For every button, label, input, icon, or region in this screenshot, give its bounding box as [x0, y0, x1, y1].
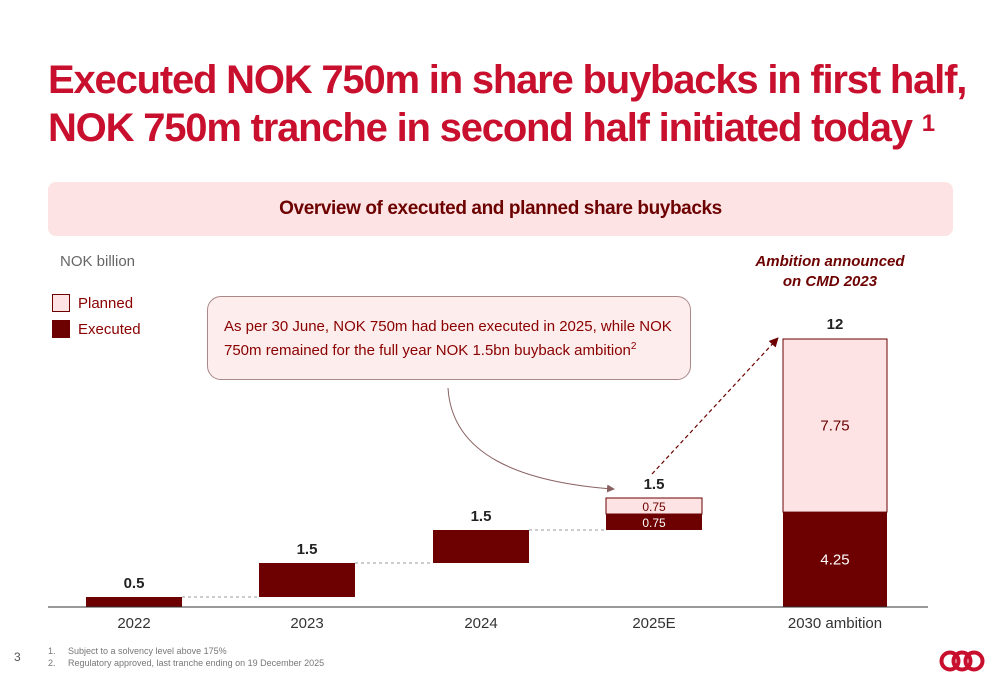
- x-tick-label-0: 2022: [117, 615, 150, 632]
- legend-executed: Executed: [52, 320, 141, 338]
- legend-planned-label: Planned: [78, 294, 134, 312]
- title-footnote-ref: 1: [921, 110, 935, 137]
- total-label-2023: 1.5: [297, 541, 318, 558]
- page-title: Executed NOK 750m in share buybacks in f…: [48, 56, 978, 152]
- bar-executed-2030-ambition: [783, 512, 887, 607]
- bar-executed-2025E: [606, 514, 702, 530]
- bar-executed-2024: [433, 530, 529, 563]
- x-tick-label-2: 2024: [464, 615, 497, 632]
- page-number: 3: [14, 650, 21, 664]
- footnote-2: 2. Regulatory approved, last tranche endi…: [48, 657, 324, 669]
- ambition-note-line-2: on CMD 2023: [782, 273, 878, 290]
- segment-label-executed-2025E: 0.75: [642, 516, 666, 530]
- bar-planned-2025E: [605, 497, 703, 515]
- footnote-1: 1. Subject to a solvency level above 175%: [48, 645, 324, 657]
- labels: 0.5 1.5 1.5 0.75 0.75 1.5 7.75 4.25 12 2022 2023 20…: [117, 316, 882, 632]
- segment-label-planned-2025E: 0.75: [642, 500, 666, 514]
- company-logo-icon: [939, 650, 985, 672]
- total-label-2022: 0.5: [124, 575, 145, 592]
- x-tick-label-4: 2030 ambition: [788, 615, 882, 632]
- segment-label-executed-2030: 4.25: [820, 552, 849, 569]
- legend-planned: Planned: [52, 294, 133, 312]
- segment-label-planned-2030: 7.75: [820, 418, 849, 435]
- bar-executed-2022: [86, 597, 182, 607]
- total-label-2024: 1.5: [471, 508, 492, 525]
- ambition-note-line-1: Ambition announced: [755, 253, 905, 270]
- callout-text: As per 30 June, NOK 750m had been execut…: [224, 318, 672, 359]
- bars: [86, 338, 888, 607]
- footnote-1-text: Subject to a solvency level above 175%: [68, 646, 227, 656]
- callout-box: As per 30 June, NOK 750m had been execut…: [207, 296, 691, 380]
- callout-curved-arrow: [447, 387, 615, 493]
- footnote-2-num: 2.: [48, 658, 56, 668]
- callout-footnote-ref: 2: [630, 341, 637, 352]
- total-label-2030-ambition: 12: [827, 316, 844, 333]
- bar-executed-2023: [259, 563, 355, 597]
- legend-executed-label: Executed: [78, 320, 141, 338]
- total-label-2025E: 1.5: [644, 476, 665, 493]
- footnote-1-num: 1.: [48, 646, 56, 656]
- chart-banner-text: Overview of executed and planned share b…: [279, 198, 722, 219]
- title-line-2-text: NOK 750m tranche in second half initiate…: [48, 106, 913, 150]
- legend-planned-swatch: [52, 294, 70, 312]
- footnote-2-text: Regulatory approved, last tranche ending…: [68, 658, 325, 668]
- legend-executed-swatch: [52, 320, 70, 338]
- title-line-2: NOK 750m tranche in second half initiate…: [48, 104, 978, 152]
- footnotes: 1. Subject to a solvency level above 175%…: [48, 645, 324, 669]
- unit-label: NOK billion: [60, 253, 136, 270]
- x-tick-label-3: 2025E: [632, 615, 675, 632]
- ambition-note: Ambition announced on CMD 2023: [740, 252, 920, 292]
- title-line-1: Executed NOK 750m in share buybacks in f…: [48, 58, 967, 102]
- chart-banner: Overview of executed and planned share b…: [48, 182, 953, 236]
- ambition-dashed-arrow: [651, 337, 779, 475]
- bar-planned-2030-ambition: [782, 338, 888, 513]
- x-tick-label-1: 2023: [290, 615, 323, 632]
- connectors: [182, 529, 606, 598]
